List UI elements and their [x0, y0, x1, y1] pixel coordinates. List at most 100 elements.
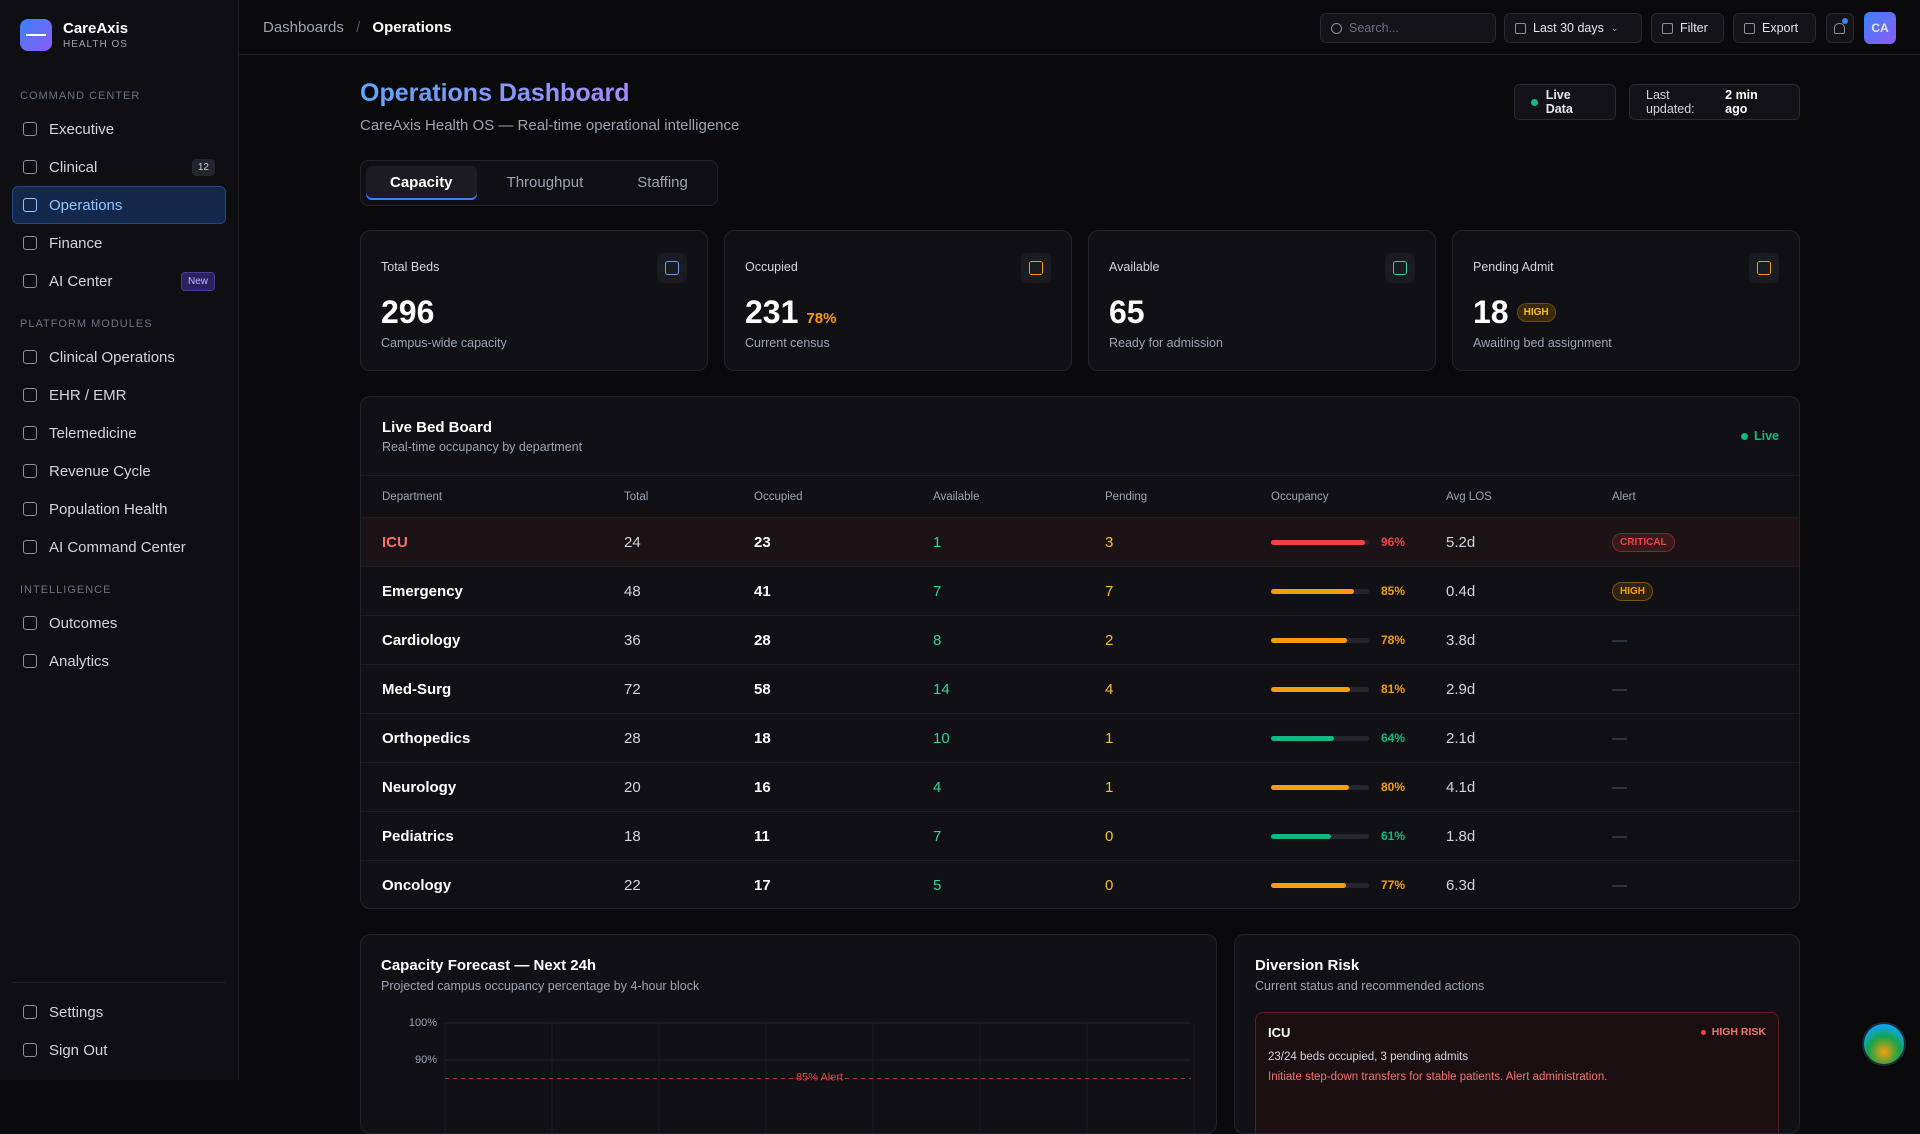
- department: Cardiology: [382, 631, 461, 649]
- nav-label: Sign Out: [49, 1041, 108, 1059]
- nav-icon: [23, 198, 37, 212]
- nav-label: Finance: [49, 234, 103, 252]
- alert: —: [1612, 729, 1627, 747]
- nav-label: Clinical Operations: [49, 348, 175, 366]
- stat-note: Ready for admission: [1109, 336, 1223, 350]
- occupancy-label: 81%: [1381, 682, 1406, 696]
- nav-icon: [23, 122, 37, 136]
- nav-item[interactable]: Sign Out: [12, 1031, 226, 1069]
- available: 1: [933, 533, 942, 551]
- stat-icon: [657, 253, 687, 283]
- stat-label: Total Beds: [381, 260, 440, 274]
- occupied: 23: [754, 533, 771, 551]
- pending: 3: [1105, 533, 1114, 551]
- avatar[interactable]: CA: [1864, 12, 1896, 44]
- stat-value-row: 18 HIGH: [1473, 294, 1556, 331]
- available: 8: [933, 631, 942, 649]
- stat-note: Current census: [745, 336, 830, 350]
- department: Med-Surg: [382, 680, 452, 698]
- sidebar-footer: Settings Sign Out: [12, 982, 226, 1069]
- available: 10: [933, 729, 950, 747]
- column-header: Avg LOS: [1446, 490, 1492, 503]
- nav-item[interactable]: Settings: [12, 993, 226, 1031]
- available: 5: [933, 876, 942, 894]
- stat-extra: 78%: [806, 310, 837, 327]
- column-header: Occupancy: [1271, 490, 1329, 503]
- date-range[interactable]: Last 30 days ⌄: [1504, 13, 1642, 43]
- stat-icon: [1385, 253, 1415, 283]
- tab[interactable]: Staffing: [637, 174, 688, 191]
- filter-button[interactable]: Filter: [1651, 13, 1724, 43]
- nav-item[interactable]: Revenue Cycle: [12, 452, 226, 490]
- stat-value: 231: [745, 294, 799, 330]
- nav-item[interactable]: Clinical Operations: [12, 338, 226, 376]
- nav-item[interactable]: EHR / EMR: [12, 376, 226, 414]
- risk-dot: [1700, 1029, 1706, 1035]
- department: Orthopedics: [382, 729, 471, 747]
- nav-icon: [23, 1043, 37, 1057]
- tab[interactable]: Capacity: [366, 166, 477, 200]
- page-title: Operations Dashboard: [360, 79, 630, 107]
- nav-label: Revenue Cycle: [49, 462, 151, 480]
- column-header: Pending: [1105, 490, 1148, 503]
- alert: —: [1612, 827, 1627, 845]
- export-button[interactable]: Export: [1733, 13, 1816, 43]
- nav-icon: [23, 236, 37, 250]
- search[interactable]: Search...: [1320, 13, 1496, 43]
- occupied: 11: [754, 827, 770, 845]
- nav-item[interactable]: Population Health: [12, 490, 226, 528]
- occupancy-label: 85%: [1381, 584, 1406, 598]
- nav-item[interactable]: Finance: [12, 224, 226, 262]
- nav-item[interactable]: AI Center New: [12, 262, 226, 300]
- nav-label: EHR / EMR: [49, 386, 127, 404]
- tab[interactable]: Throughput: [506, 174, 584, 191]
- forecast-chart: 100% 90% 85% Alert: [409, 1017, 1195, 1133]
- nav-item[interactable]: Clinical 12: [12, 148, 226, 186]
- occupancy-bar: [1271, 833, 1331, 839]
- occupied: 16: [754, 778, 771, 796]
- stat-value: 18: [1473, 294, 1509, 330]
- nav-label: AI Command Center: [49, 538, 186, 556]
- stat-value-row: 296: [381, 294, 434, 331]
- pending: 1: [1105, 729, 1114, 747]
- crumb-link[interactable]: Dashboards: [263, 19, 344, 36]
- department: Emergency: [382, 582, 463, 600]
- nav-item[interactable]: Operations: [12, 186, 226, 224]
- nav-item[interactable]: Outcomes: [12, 604, 226, 642]
- brand[interactable]: CareAxis HEALTH OS: [20, 19, 128, 51]
- table-row: Oncology 22 17 5 0 77% 6.3d —: [361, 860, 1799, 908]
- threshold-label: 85% Alert: [796, 1071, 843, 1083]
- updated-value: 2 min ago: [1725, 88, 1758, 116]
- total: 48: [624, 582, 641, 600]
- y-tick-label: 90%: [415, 1054, 437, 1066]
- column-header: Total: [624, 490, 649, 503]
- pending: 0: [1105, 827, 1114, 845]
- stat-icon: [1749, 253, 1779, 283]
- nav-item[interactable]: Executive: [12, 110, 226, 148]
- brand-logo: [20, 19, 52, 51]
- nav-item[interactable]: Analytics: [12, 642, 226, 680]
- notifications[interactable]: [1826, 13, 1854, 43]
- page-subtitle: CareAxis Health OS — Real-time operation…: [360, 117, 740, 134]
- nav-item[interactable]: Telemedicine: [12, 414, 226, 452]
- stat-value: 65: [1109, 294, 1145, 330]
- occupancy-bar: [1271, 735, 1334, 741]
- assistant-button[interactable]: [1862, 1022, 1906, 1066]
- stat-value-row: 231 78%: [745, 294, 836, 331]
- nav-label: Outcomes: [49, 614, 118, 632]
- diversion-subtitle: Current status and recommended actions: [1255, 979, 1485, 993]
- nav-item[interactable]: AI Command Center: [12, 528, 226, 566]
- icon-glyph: [1393, 261, 1407, 275]
- occupancy-track: [1271, 735, 1369, 741]
- stat-value: 296: [381, 294, 435, 330]
- occupancy-bar: [1271, 882, 1347, 888]
- alert: —: [1612, 631, 1627, 649]
- risk-level: HIGH RISK: [1700, 1026, 1766, 1038]
- risk-card: ICU HIGH RISK 23/24 beds occupied, 3 pendi…: [1255, 1012, 1779, 1133]
- bed-board-subtitle: Real-time occupancy by department: [382, 440, 583, 454]
- table-row: Emergency 48 41 7 7 85% 0.4d HIGH: [361, 566, 1799, 615]
- occupancy-track: [1271, 637, 1369, 643]
- occupied: 17: [754, 876, 771, 894]
- nav-icon: [23, 616, 37, 630]
- department: Neurology: [382, 778, 457, 796]
